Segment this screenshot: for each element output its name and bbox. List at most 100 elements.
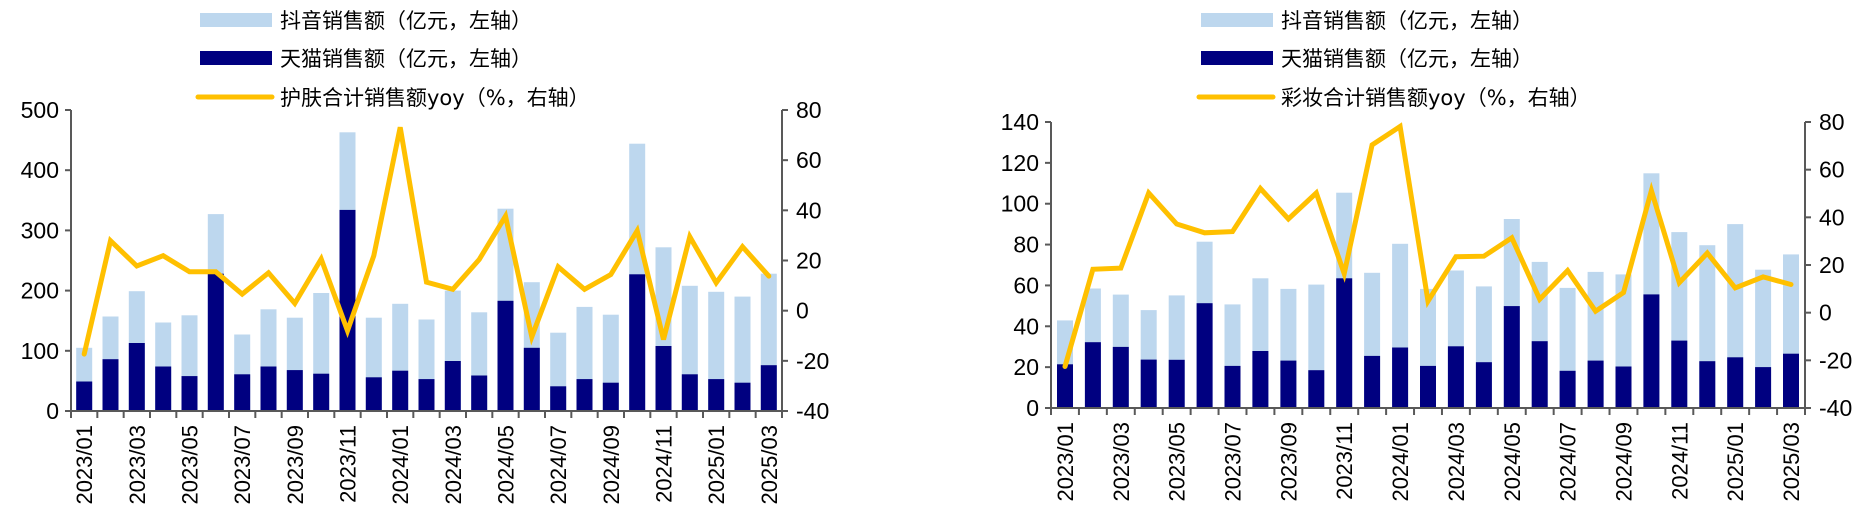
right-y-tick-label: -20 <box>1819 347 1852 373</box>
tmall-bar <box>1615 366 1632 408</box>
legend-swatch-tmall <box>200 51 272 65</box>
tmall-bar <box>1140 359 1157 408</box>
right-y-tick-label: 60 <box>1819 157 1845 183</box>
douyin-bar <box>734 296 751 411</box>
x-tick-label: 2025/03 <box>1779 422 1804 502</box>
right-y-tick-label: 20 <box>796 248 822 274</box>
x-tick-label: 2023/11 <box>336 425 361 503</box>
tmall-bar <box>1280 360 1297 408</box>
tmall-bar <box>1420 365 1436 408</box>
right-y-tick-label: 0 <box>1819 300 1832 326</box>
tmall-bar <box>102 359 119 411</box>
x-tick-label: 2023/03 <box>1109 422 1134 502</box>
x-tick-label: 2024/03 <box>1444 422 1469 502</box>
x-tick-label: 2023/05 <box>1165 422 1190 502</box>
tmall-bar <box>418 379 435 411</box>
tmall-bar <box>655 346 672 411</box>
legend-swatch-tmall <box>1201 51 1273 65</box>
right-y-tick-label: -40 <box>796 398 829 424</box>
tmall-bar <box>629 274 646 411</box>
tmall-bar <box>760 365 777 411</box>
tmall-bar <box>1531 341 1548 408</box>
right-y-tick-label: 80 <box>796 97 822 123</box>
right-y-tick-label: 40 <box>1819 204 1845 230</box>
right-y-tick-label: -20 <box>796 348 829 374</box>
left-y-tick-label: 120 <box>1001 150 1039 176</box>
tmall-bar <box>471 375 488 411</box>
x-tick-label: 2024/09 <box>599 425 624 505</box>
tmall-bar <box>523 347 540 411</box>
tmall-bar <box>1755 367 1772 408</box>
x-tick-label: 2023/07 <box>230 425 255 505</box>
tmall-bar <box>681 374 698 411</box>
tmall-bar <box>313 373 330 411</box>
x-tick-label: 2025/01 <box>1723 422 1748 502</box>
tmall-bar <box>576 379 593 411</box>
right-y-tick-label: 80 <box>1819 109 1845 135</box>
tmall-bar <box>1503 306 1520 408</box>
x-tick-label: 2023/09 <box>283 425 308 505</box>
x-tick-label: 2023/09 <box>1276 422 1301 502</box>
tmall-bar <box>708 379 725 411</box>
tmall-bar <box>444 361 461 411</box>
right-y-tick-label: 20 <box>1819 252 1845 278</box>
tmall-bar <box>339 209 356 411</box>
skincare-sales-chart: 0 100 200 300 400 500 -40 -20 0 20 40 60 80 2023/01 20… <box>21 9 830 505</box>
left-y-tick-label: 20 <box>1013 354 1039 380</box>
tmall-bar <box>602 382 619 411</box>
left-y-tick-label: 400 <box>21 157 59 183</box>
tmall-bar <box>207 273 224 411</box>
tmall-bar <box>1447 346 1464 408</box>
x-tick-label: 2023/01 <box>72 425 97 505</box>
x-tick-label: 2024/09 <box>1611 422 1636 502</box>
left-y-tick-label: 60 <box>1013 272 1039 298</box>
tmall-bar <box>1112 346 1129 408</box>
left-y-tick-label: 500 <box>21 97 59 123</box>
tmall-bar <box>76 381 93 411</box>
right-y-tick-label: 60 <box>796 147 822 173</box>
right-y-tick-label: 0 <box>796 298 809 324</box>
x-tick-label: 2024/11 <box>1667 422 1692 500</box>
tmall-bar <box>734 382 751 411</box>
tmall-bar <box>1196 303 1213 408</box>
legend-label: 天猫销售额（亿元，左轴） <box>1281 47 1533 71</box>
tmall-bar <box>1699 361 1716 408</box>
legend-swatch-douyin <box>200 13 272 27</box>
x-tick-label: 2024/07 <box>1556 422 1581 502</box>
tmall-bar <box>550 386 567 411</box>
right-y-tick-label: 40 <box>796 197 822 223</box>
tmall-bar <box>1587 360 1604 408</box>
legend-label: 天猫销售额（亿元，左轴） <box>280 47 532 71</box>
x-tick-label: 2023/05 <box>178 425 203 505</box>
legend-label: 彩妆合计销售额yoy（%，右轴） <box>1281 86 1591 110</box>
left-y-tick-label: 140 <box>1001 109 1039 135</box>
tmall-bar <box>1671 340 1688 408</box>
tmall-bar <box>286 370 303 411</box>
left-y-tick-label: 200 <box>21 278 59 304</box>
tmall-bar <box>1308 370 1325 408</box>
tmall-bar <box>1392 347 1409 408</box>
x-tick-label: 2023/03 <box>125 425 150 505</box>
left-y-tick-label: 0 <box>1026 395 1039 421</box>
x-tick-label: 2025/01 <box>704 425 729 505</box>
tmall-bar <box>1475 362 1492 408</box>
left-y-tick-label: 300 <box>21 217 59 243</box>
x-tick-label: 2024/01 <box>1388 422 1413 502</box>
legend-label: 抖音销售额（亿元，左轴） <box>1281 9 1533 33</box>
x-tick-label: 2024/07 <box>546 425 571 505</box>
legend-label: 抖音销售额（亿元，左轴） <box>280 9 532 33</box>
tmall-bar <box>497 300 514 411</box>
tmall-bar <box>1224 365 1241 408</box>
tmall-bar <box>1336 278 1353 408</box>
x-tick-label: 2024/01 <box>388 425 413 505</box>
left-y-tick-label: 80 <box>1013 232 1039 258</box>
tmall-bar <box>234 374 251 411</box>
tmall-bar <box>1727 357 1744 408</box>
tmall-bar <box>1084 342 1101 408</box>
tmall-bar <box>1252 351 1269 408</box>
tmall-bar <box>392 370 409 411</box>
left-y-tick-label: 0 <box>46 398 59 424</box>
x-tick-label: 2024/03 <box>441 425 466 505</box>
x-tick-label: 2023/01 <box>1053 422 1078 502</box>
tmall-bar <box>1057 364 1073 408</box>
